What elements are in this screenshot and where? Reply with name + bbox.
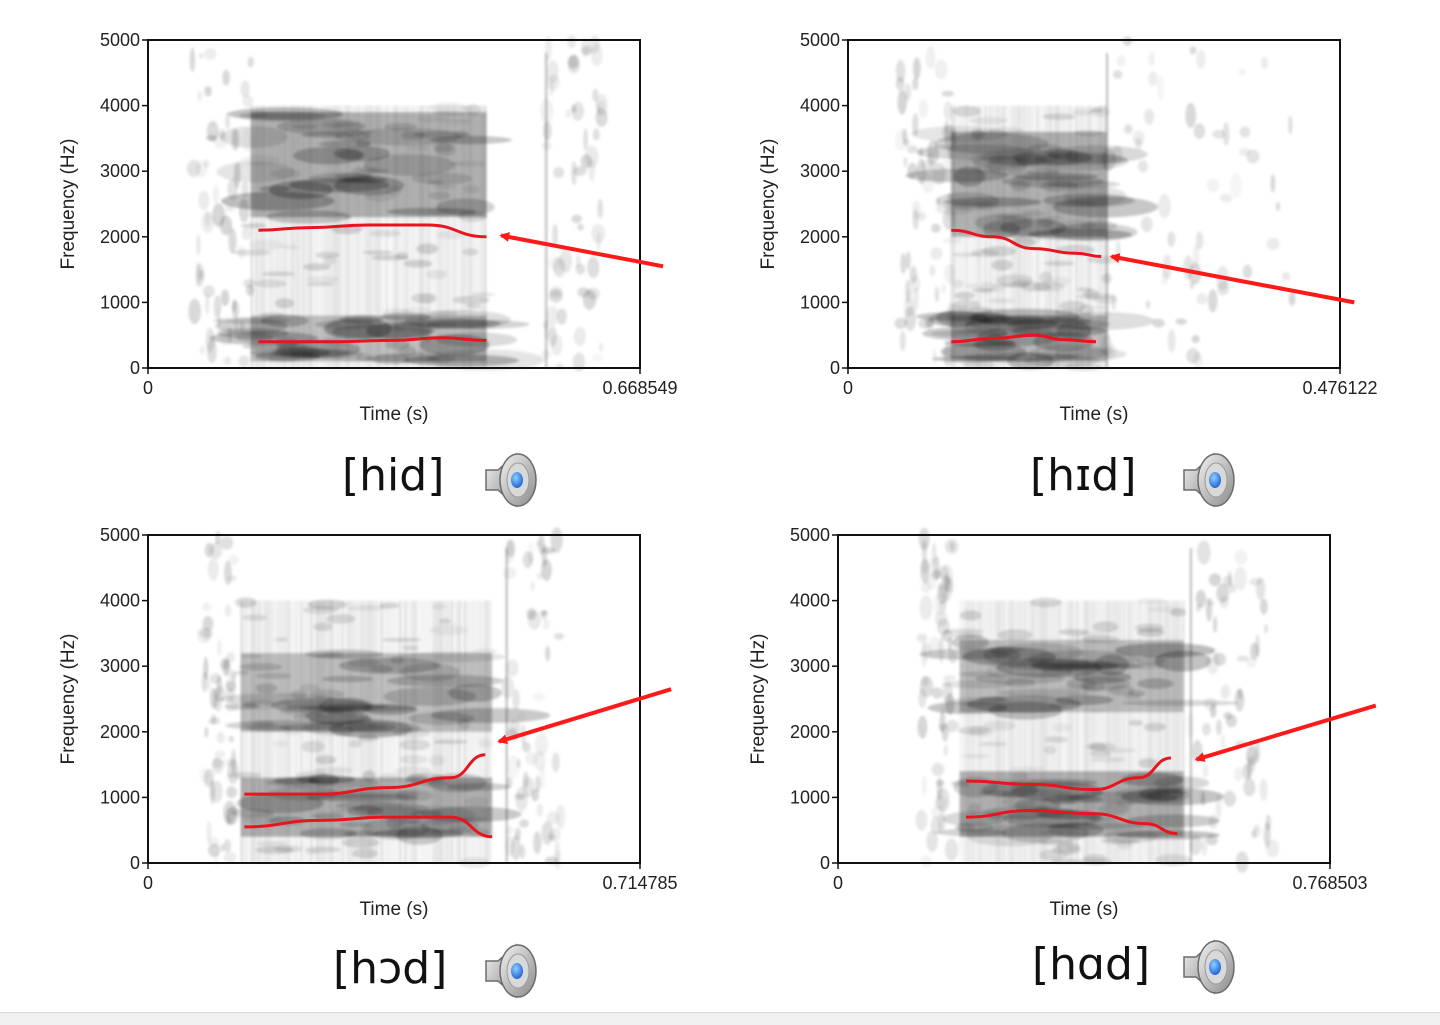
x-tick-label: 0.668549 (602, 378, 677, 398)
x-axis-label: Time (s) (1050, 899, 1119, 920)
annotation-arrow (1194, 703, 1377, 762)
x-tick-label: 0.768503 (1292, 873, 1367, 893)
y-tick-label: 3000 (790, 656, 830, 676)
spectrogram-chart: 0 1000 2000 3000 4000 5000 0 0.668549 Time (s) Fr… (58, 30, 678, 425)
y-tick-label: 2000 (800, 227, 840, 247)
x-tick-label: 0 (833, 873, 843, 893)
formant-track-f1 (258, 336, 487, 344)
formant-track-f2 (965, 756, 1172, 792)
word-label: [hɑd] (1032, 939, 1151, 990)
y-tick-label: 0 (130, 853, 140, 873)
formant-track-f2 (951, 228, 1102, 258)
spectrogram-chart: 0 1000 2000 3000 4000 5000 0 0.476122 Time (s) Fr… (758, 30, 1378, 425)
x-tick-label: 0.476122 (1302, 378, 1377, 398)
y-tick-label: 4000 (100, 591, 140, 611)
spectrogram-panel-hahd: 0 1000 2000 3000 4000 5000 0 0.768503 Time (s) Fr… (690, 495, 1410, 995)
formant-track-f1 (244, 815, 493, 839)
y-tick-label: 3000 (100, 161, 140, 181)
y-tick-label: 5000 (800, 30, 840, 50)
word-label: [hid] (342, 450, 445, 501)
annotation-arrow (497, 687, 672, 745)
y-axis-label: Frequency (Hz) (758, 139, 779, 270)
formant-track-f1 (951, 333, 1097, 344)
y-tick-label: 4000 (100, 96, 140, 116)
y-tick-label: 3000 (100, 656, 140, 676)
word-label: [hɪd] (1030, 450, 1137, 501)
speaker-icon[interactable] (480, 448, 540, 512)
x-tick-label: 0 (143, 378, 153, 398)
y-tick-label: 2000 (100, 722, 140, 742)
x-tick-label: 0 (843, 378, 853, 398)
speaker-icon[interactable] (1178, 935, 1238, 999)
x-axis-label: Time (s) (360, 899, 429, 920)
formant-track-f1 (965, 808, 1178, 835)
spectrogram-texture (197, 527, 566, 871)
speaker-center (511, 472, 523, 488)
y-tick-label: 4000 (790, 591, 830, 611)
spectrogram-texture (894, 36, 1296, 372)
speaker-center (1209, 472, 1221, 488)
formant-track-f2 (258, 223, 487, 239)
spectrogram-chart: 0 1000 2000 3000 4000 5000 0 0.714785 Time (s) Fr… (58, 525, 678, 920)
y-tick-label: 1000 (790, 787, 830, 807)
y-tick-label: 1000 (100, 787, 140, 807)
bottom-scroll-bar (0, 1012, 1440, 1025)
y-tick-label: 5000 (790, 525, 830, 545)
x-tick-label: 0.714785 (602, 873, 677, 893)
speaker-icon[interactable] (480, 939, 540, 1003)
plot-frame (837, 534, 1331, 864)
x-tick-label: 0 (143, 873, 153, 893)
plot-frame (147, 39, 641, 369)
y-tick-label: 4000 (800, 96, 840, 116)
spectrogram-chart: 0 1000 2000 3000 4000 5000 0 0.768503 Time (s) Fr… (748, 525, 1377, 920)
y-tick-label: 2000 (100, 227, 140, 247)
y-tick-label: 0 (830, 358, 840, 378)
speaker-center (511, 963, 523, 979)
speaker-center (1209, 959, 1221, 975)
annotation-arrow (499, 232, 664, 269)
y-tick-label: 1000 (100, 292, 140, 312)
x-axis-label: Time (s) (360, 404, 429, 425)
x-axis-label: Time (s) (1060, 404, 1129, 425)
speaker-icon[interactable] (1178, 448, 1238, 512)
plot-frame (847, 39, 1341, 369)
y-tick-label: 5000 (100, 30, 140, 50)
y-tick-label: 3000 (800, 161, 840, 181)
annotation-arrow (1109, 253, 1355, 305)
y-tick-label: 0 (820, 853, 830, 873)
y-tick-label: 2000 (790, 722, 830, 742)
spectrogram-texture (915, 527, 1280, 873)
formant-track-f2 (244, 753, 486, 796)
y-tick-label: 0 (130, 358, 140, 378)
y-tick-label: 1000 (800, 292, 840, 312)
spectrogram-panel-hawd: 0 1000 2000 3000 4000 5000 0 0.714785 Time (s) Fr… (0, 495, 720, 999)
spectrogram-panel-hihd: 0 1000 2000 3000 4000 5000 0 0.476122 Time (s) Fr… (700, 0, 1420, 508)
y-axis-label: Frequency (Hz) (58, 139, 79, 270)
spectrogram-panel-hid: 0 1000 2000 3000 4000 5000 0 0.668549 Time (s) Fr… (0, 0, 720, 508)
spectrogram-texture (186, 34, 608, 372)
y-tick-label: 5000 (100, 525, 140, 545)
y-axis-label: Frequency (Hz) (748, 634, 769, 765)
word-label: [hɔd] (333, 943, 448, 994)
y-axis-label: Frequency (Hz) (58, 634, 79, 765)
